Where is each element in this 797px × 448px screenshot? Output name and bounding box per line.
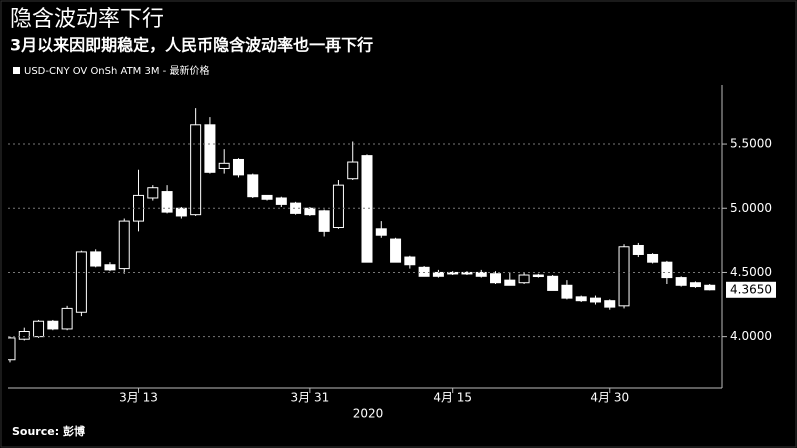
candle-body xyxy=(61,307,73,330)
candle-body xyxy=(675,277,687,286)
candle-body xyxy=(232,158,244,176)
candle-body xyxy=(632,244,644,255)
candle-body xyxy=(490,273,502,284)
candle-body xyxy=(318,210,330,232)
source: Source: 彭博 xyxy=(12,424,85,438)
candle-body xyxy=(604,300,616,308)
candle-body xyxy=(247,174,259,198)
candle-body xyxy=(218,162,230,169)
candle-body xyxy=(347,161,359,180)
candle-body xyxy=(618,246,630,307)
candle-body xyxy=(704,284,716,291)
candle-body xyxy=(575,296,587,302)
candle-body xyxy=(589,297,601,303)
candle-body xyxy=(204,124,216,173)
legend-swatch xyxy=(13,67,20,74)
last-value-label: 4.3650 xyxy=(730,282,772,296)
x-tick-label: 3月 13 xyxy=(119,391,158,405)
y-tick-label: 5.5000 xyxy=(730,137,772,151)
x-tick-label: 4月 30 xyxy=(590,391,629,405)
candle-body xyxy=(47,320,59,330)
candle-body xyxy=(689,282,701,288)
candle-body xyxy=(432,271,444,277)
candle-body xyxy=(361,155,373,263)
candle-body xyxy=(661,261,673,279)
candle-body xyxy=(18,331,30,340)
candle-body xyxy=(461,271,473,275)
candle-body xyxy=(90,251,102,267)
candle-body xyxy=(475,271,487,277)
candle-body xyxy=(518,274,530,284)
candle-body xyxy=(375,228,387,236)
x-tick-label: 3月 31 xyxy=(291,391,330,405)
candle-body xyxy=(532,274,544,278)
candle-body xyxy=(261,194,273,200)
candle-body xyxy=(561,284,573,299)
candle-body xyxy=(390,238,402,263)
y-tick-label: 5.0000 xyxy=(730,201,772,215)
candle-body xyxy=(504,279,516,286)
plot-area xyxy=(8,108,716,363)
y-tick-label: 4.0000 xyxy=(730,329,772,343)
candle-body xyxy=(404,256,416,266)
candle-body xyxy=(190,124,202,216)
candle-body xyxy=(447,271,459,275)
candle-body xyxy=(104,264,116,271)
x-axis-label: 2020 xyxy=(353,407,384,421)
x-tick-label: 4月 15 xyxy=(433,391,472,405)
candle-body xyxy=(33,320,45,338)
candle-body xyxy=(547,275,559,291)
candle-body xyxy=(75,251,87,313)
candle-body xyxy=(175,207,187,217)
candle-body xyxy=(118,220,130,270)
candle-body xyxy=(647,253,659,263)
candle-body xyxy=(161,191,173,213)
candle-body xyxy=(332,184,344,229)
legend-label: USD-CNY OV OnSh ATM 3M - 最新价格 xyxy=(24,64,209,77)
candle-body xyxy=(147,187,159,199)
candle-body xyxy=(290,202,302,214)
y-tick-label: 4.5000 xyxy=(730,265,772,279)
candle-body xyxy=(418,266,430,277)
candle-body xyxy=(8,337,16,361)
candle-body xyxy=(275,197,287,205)
chart-title: 隐含波动率下行 xyxy=(10,7,164,32)
chart-subtitle: 3月以来因即期稳定，人民币隐含波动率也一再下行 xyxy=(10,36,373,55)
candle-body xyxy=(304,207,316,216)
last-value-box xyxy=(726,281,776,298)
